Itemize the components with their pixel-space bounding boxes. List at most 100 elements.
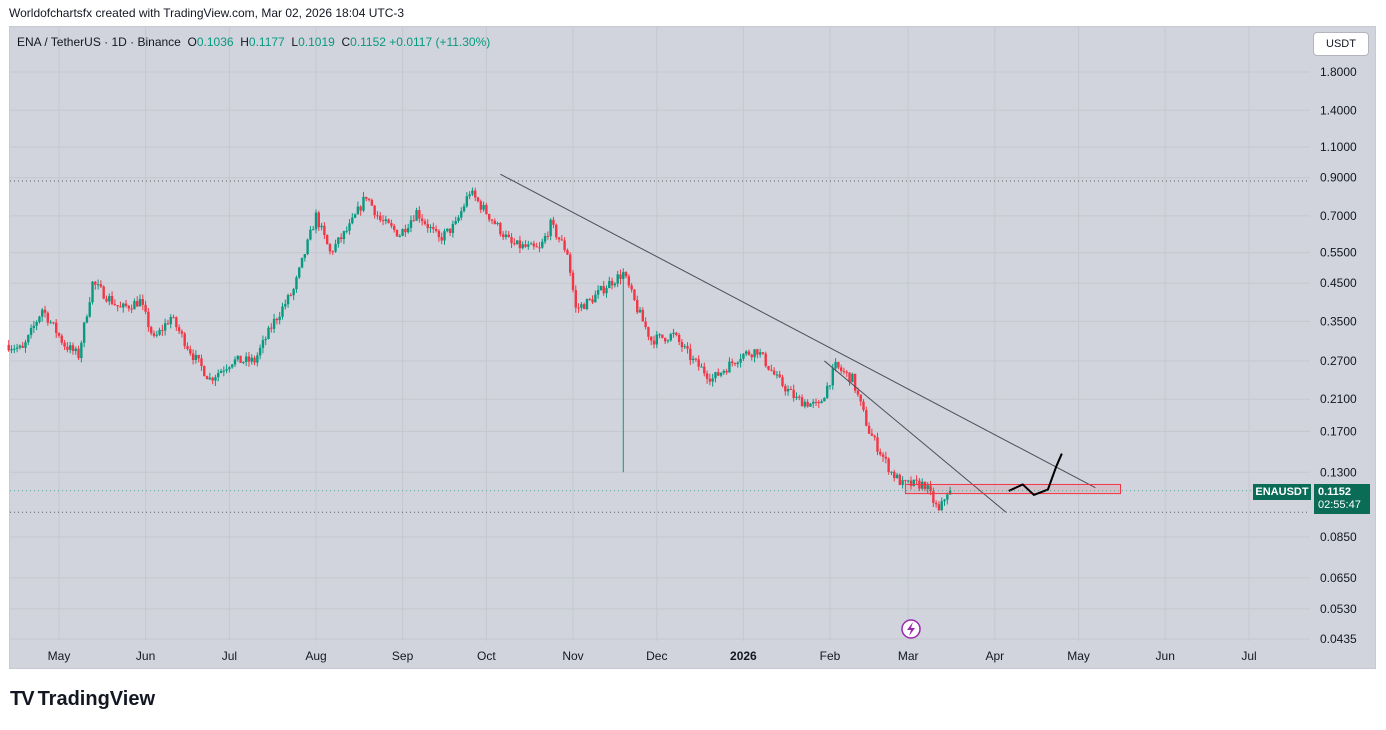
last-price: 0.1152: [1318, 486, 1352, 498]
tradingview-brand[interactable]: TV TradingView: [10, 688, 155, 711]
candle-body: [102, 286, 105, 299]
candle-body: [141, 299, 145, 305]
candle-body: [756, 349, 759, 355]
candle-body: [758, 352, 762, 355]
candle-body: [46, 312, 50, 323]
lightning-icon[interactable]: [901, 619, 921, 639]
candle-body: [476, 197, 480, 202]
candle-body: [527, 244, 530, 247]
candle-body: [842, 371, 846, 373]
candle-body: [663, 337, 667, 342]
candle-body: [468, 194, 471, 197]
candle-body: [700, 366, 703, 368]
candle-body: [63, 342, 66, 347]
candle-body: [200, 358, 203, 367]
candle-body: [353, 214, 357, 218]
candle-body: [853, 373, 857, 391]
candle-body: [177, 327, 181, 332]
candle-body: [15, 347, 19, 349]
candle-body: [549, 219, 552, 237]
candle-body: [393, 225, 396, 230]
candle-body: [736, 362, 740, 365]
candle-body: [557, 237, 561, 240]
y-tick-label: 0.0850: [1320, 530, 1357, 544]
brand-name: TradingView: [37, 688, 156, 710]
candle-body: [923, 481, 927, 489]
candle-body: [510, 237, 513, 244]
candle-body: [465, 196, 469, 207]
candle-body: [323, 225, 326, 235]
candle-body: [13, 348, 16, 350]
candle-body: [66, 346, 69, 350]
candle-body: [627, 276, 631, 286]
candle-body: [244, 356, 248, 362]
candle-body: [594, 294, 597, 303]
candle-body: [747, 351, 751, 355]
bar-countdown: 02:55:47: [1318, 499, 1361, 511]
candle-body: [538, 247, 541, 249]
candle-body: [867, 425, 871, 434]
candle-body: [831, 368, 834, 386]
candle-body: [256, 355, 259, 363]
y-tick-label: 0.2100: [1320, 392, 1357, 406]
candle-body: [247, 356, 251, 362]
candle-body: [532, 243, 536, 247]
candle-body: [35, 322, 38, 326]
candle-body: [426, 223, 429, 229]
candle-body: [943, 499, 946, 502]
candle-body: [242, 361, 245, 363]
candle-body: [552, 219, 555, 225]
candle-body: [172, 317, 175, 319]
candle-body: [376, 215, 379, 217]
candle-body: [82, 322, 86, 343]
candle-body: [733, 363, 737, 365]
candle-body: [641, 309, 645, 322]
candle-body: [309, 229, 312, 240]
candle-body: [116, 305, 119, 307]
candle-body: [105, 298, 108, 302]
candle-body: [837, 362, 840, 368]
candle-body: [907, 480, 910, 482]
candle-body: [303, 254, 307, 258]
y-tick-label: 0.0530: [1320, 602, 1357, 616]
chart-panel[interactable]: [9, 26, 1376, 669]
candle-body: [412, 220, 415, 222]
candle-body: [317, 212, 320, 228]
last-price-tag: 0.1152 02:55:47: [1314, 484, 1370, 514]
candle-body: [158, 329, 161, 335]
symbol-label[interactable]: ENA / TetherUS · 1D · Binance: [17, 35, 181, 49]
candle-body: [686, 346, 689, 349]
candle-body: [608, 280, 611, 289]
candle-body: [546, 235, 550, 237]
y-tick-label: 1.8000: [1320, 65, 1357, 79]
x-tick-label: Sep: [392, 649, 414, 663]
x-tick-label: Jul: [1241, 649, 1256, 663]
candle-body: [275, 318, 279, 321]
candle-body: [764, 353, 767, 367]
x-axis: May Jun Jul Aug Sep Oct Nov Dec 2026 Feb Mar Apr May…: [48, 649, 1257, 663]
candle-body: [348, 223, 351, 231]
y-tick-label: 0.0650: [1320, 571, 1357, 585]
candle-body: [437, 230, 441, 238]
candle-body: [677, 334, 681, 342]
candle-body: [334, 243, 337, 252]
candle-body: [789, 388, 793, 390]
candle-body: [253, 357, 256, 363]
candle-body: [462, 206, 466, 212]
currency-button[interactable]: USDT: [1313, 32, 1369, 56]
x-tick-label: Aug: [305, 649, 326, 663]
candle-body: [739, 358, 742, 363]
low-label: L: [291, 35, 299, 49]
x-tick-label: Jul: [222, 649, 237, 663]
grid: [10, 27, 1310, 641]
candle-body: [233, 359, 237, 365]
candle-body: [74, 348, 77, 352]
candle-body: [750, 354, 753, 358]
candle-body: [370, 199, 374, 206]
candle-body: [873, 435, 876, 438]
candle-body: [622, 272, 625, 279]
candle-body: [448, 228, 452, 233]
candle-body: [661, 334, 664, 338]
candle-body: [728, 361, 731, 373]
